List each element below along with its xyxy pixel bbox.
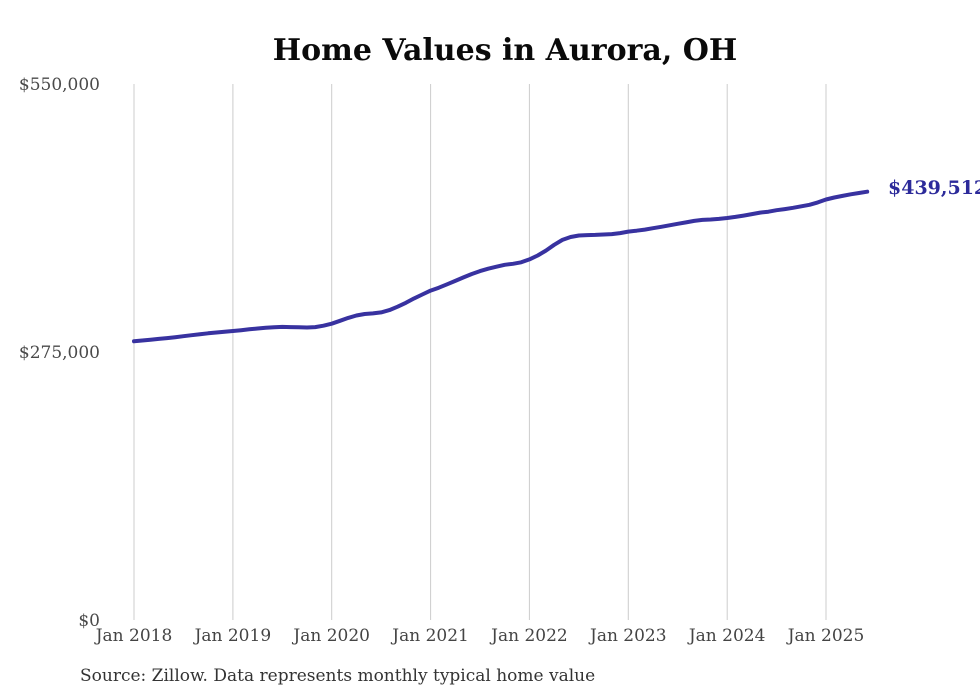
x-tick-label: Jan 2023 — [590, 626, 667, 646]
y-tick-label: $275,000 — [18, 343, 100, 363]
current-value-label: $439,512 — [888, 177, 980, 199]
x-tick-label: Jan 2021 — [392, 626, 469, 646]
page-title: Home Values in Aurora, OH — [272, 33, 738, 68]
y-tick-label: $550,000 — [18, 75, 100, 95]
x-tick-label: Jan 2024 — [688, 626, 766, 646]
y-tick-label: $0 — [78, 611, 100, 631]
source-note: Source: Zillow. Data represents monthly … — [80, 666, 596, 686]
home-value-line — [132, 189, 870, 344]
x-tick-label: Jan 2022 — [491, 626, 568, 646]
x-tick-label: Jan 2025 — [787, 626, 865, 646]
x-tick-label: Jan 2019 — [194, 626, 272, 646]
x-tick-label: Jan 2020 — [293, 626, 370, 646]
x-tick-label: Jan 2018 — [95, 626, 173, 646]
